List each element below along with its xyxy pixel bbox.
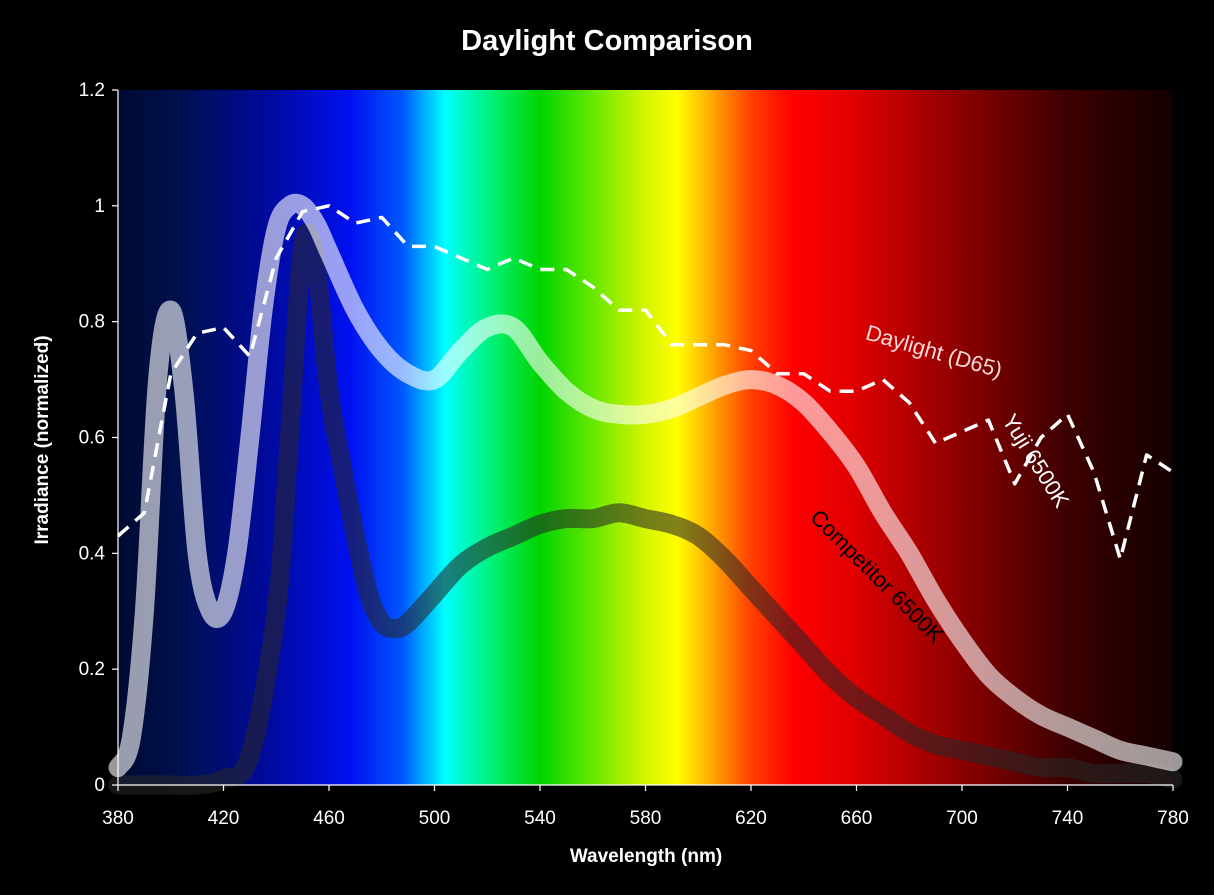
x-axis-title: Wavelength (nm) (570, 846, 722, 867)
series-competitor-6500k (108, 223, 1183, 795)
x-tick-label: 620 (735, 808, 767, 829)
x-tick-label: 540 (524, 808, 556, 829)
x-tick-label: 380 (102, 808, 134, 829)
y-tick-label: 0 (94, 775, 105, 796)
x-tick-label: 660 (841, 808, 873, 829)
series-daylight-d65 (116, 204, 1174, 561)
series-line-daylight-d65 (116, 204, 1174, 561)
series-layer (108, 193, 1183, 795)
y-tick-label: 0.6 (79, 428, 105, 449)
x-tick-label: 420 (208, 808, 240, 829)
series-line-competitor-6500k (108, 223, 1183, 795)
x-tick-label: 500 (419, 808, 451, 829)
y-tick-label: 0.8 (79, 312, 105, 333)
x-tick-label: 700 (946, 808, 978, 829)
y-tick-label: 0.2 (79, 659, 105, 680)
y-tick-label: 1 (94, 196, 105, 217)
y-tick-label: 0.4 (79, 543, 106, 564)
x-tick-label: 460 (313, 808, 345, 829)
x-tick-label: 780 (1157, 808, 1189, 829)
y-tick-label: 1.2 (79, 80, 105, 101)
y-axis-title: Irradiance (normalized) (32, 335, 53, 544)
x-tick-label: 740 (1052, 808, 1084, 829)
series-line-yuji-6500k (108, 193, 1183, 778)
x-tick-label: 580 (630, 808, 662, 829)
series-yuji-6500k (108, 193, 1183, 778)
axes-layer: 0 0.2 0.4 0.6 0.8 1 1.2 380 420 460 500 540 580 620 66… (79, 80, 1189, 829)
chart-title: Daylight Comparison (461, 25, 753, 57)
